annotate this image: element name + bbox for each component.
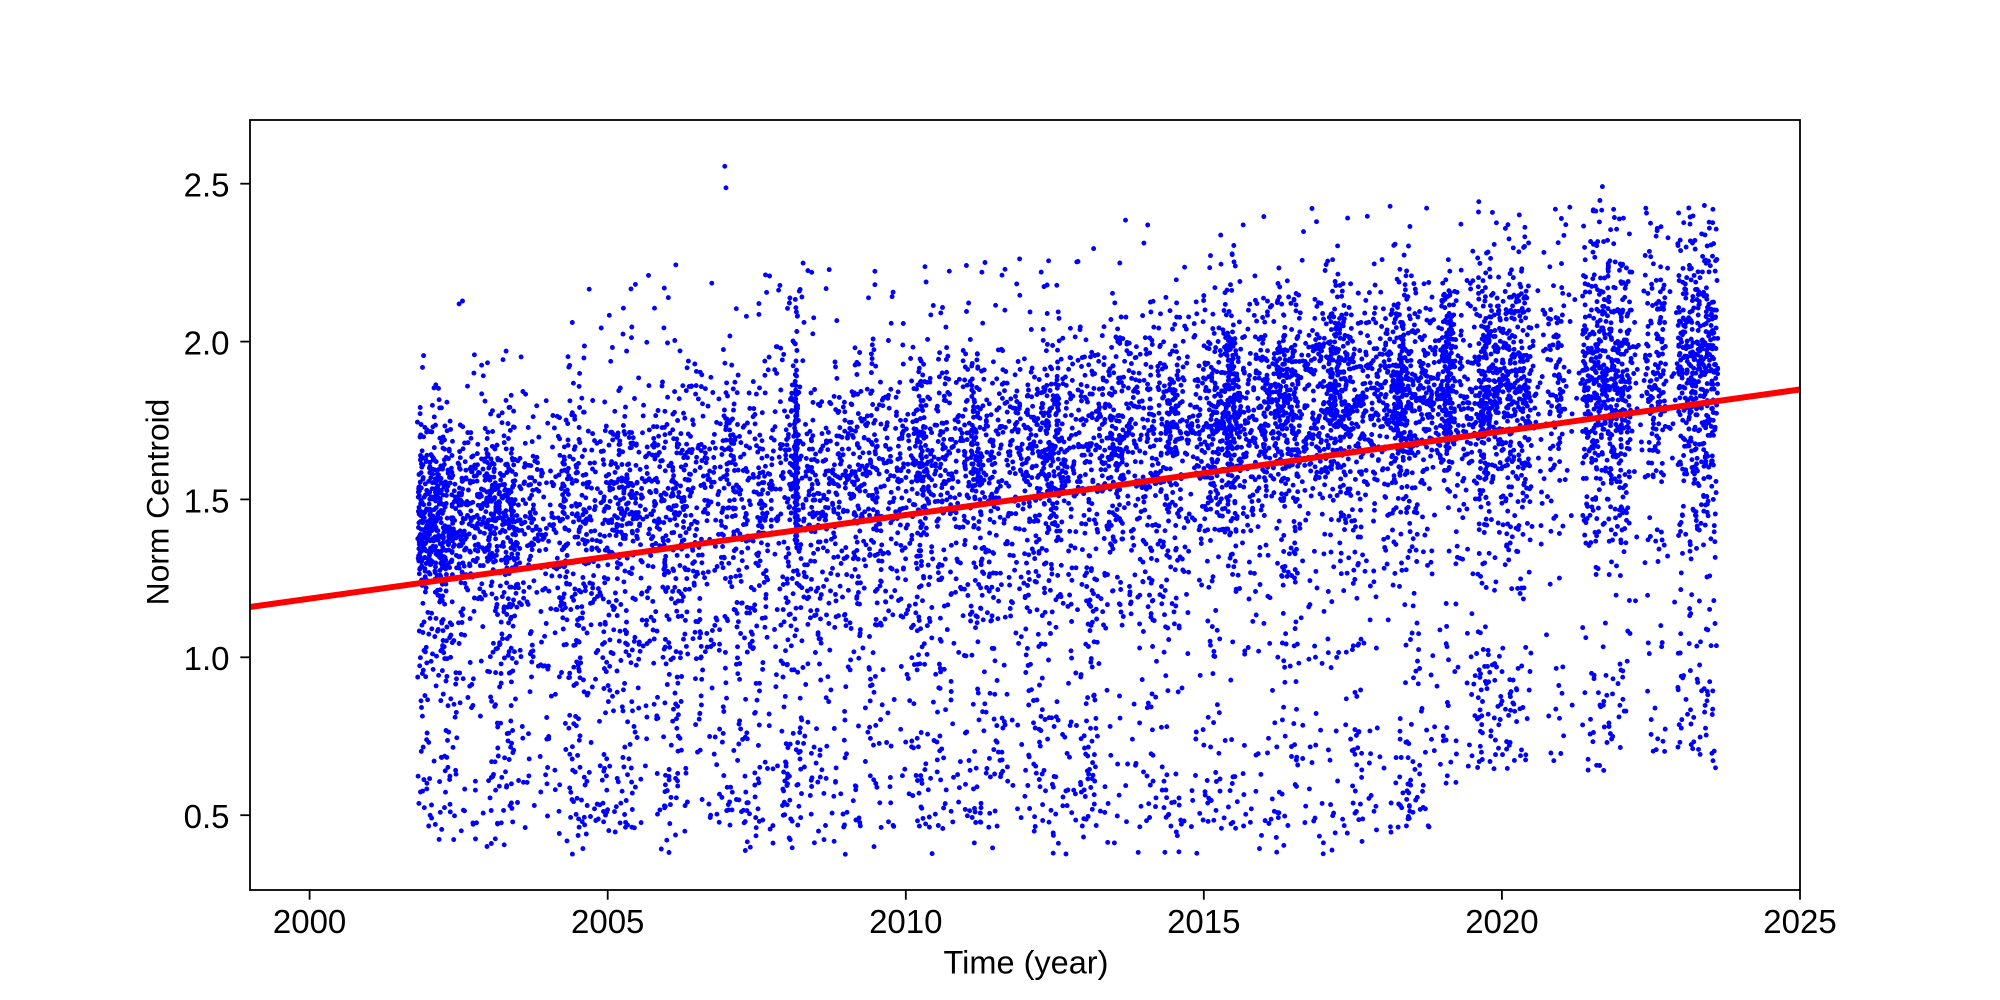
svg-text:2005: 2005 xyxy=(571,903,644,940)
svg-text:2025: 2025 xyxy=(1763,903,1836,940)
svg-text:Norm Centroid: Norm Centroid xyxy=(140,399,176,606)
svg-text:2.0: 2.0 xyxy=(184,325,230,362)
svg-text:1.0: 1.0 xyxy=(184,640,230,677)
svg-text:0.5: 0.5 xyxy=(184,798,230,835)
svg-text:2.5: 2.5 xyxy=(184,167,230,204)
svg-text:2020: 2020 xyxy=(1465,903,1538,940)
svg-text:2000: 2000 xyxy=(273,903,346,940)
svg-text:2015: 2015 xyxy=(1167,903,1240,940)
svg-text:2010: 2010 xyxy=(869,903,942,940)
svg-text:Time (year): Time (year) xyxy=(944,945,1109,981)
svg-text:1.5: 1.5 xyxy=(184,482,230,519)
